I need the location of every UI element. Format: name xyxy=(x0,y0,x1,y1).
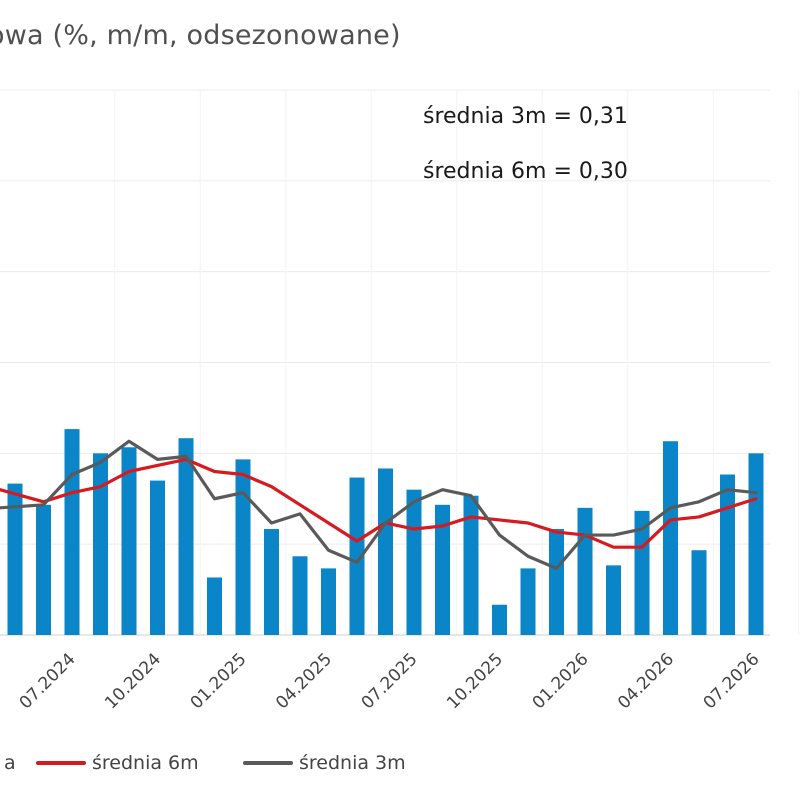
line-series-avg-3m xyxy=(0,439,758,570)
bar xyxy=(492,604,507,635)
bar-series xyxy=(7,429,764,635)
legend-line3-label: średnia 3m xyxy=(299,752,406,774)
x-tick-labels: 07.2024 10.2024 01.2025 04.2025 07.2025 10.20… xyxy=(16,649,764,713)
bar xyxy=(36,504,51,635)
legend-line6-swatch xyxy=(36,761,86,765)
bar xyxy=(549,529,564,635)
legend-item-bars: a xyxy=(0,752,16,774)
bar xyxy=(435,504,450,635)
bar xyxy=(378,468,393,635)
bar xyxy=(406,489,422,635)
bar xyxy=(691,550,707,635)
legend-line6-label: średnia 6m xyxy=(92,752,199,774)
legend-bar-label: a xyxy=(4,752,16,774)
bar xyxy=(7,483,23,635)
x-tick-label: 01.2025 xyxy=(187,649,251,713)
bar xyxy=(663,441,678,635)
chart-title: owa (%, m/m, odsezonowane) xyxy=(0,20,401,51)
bar xyxy=(349,477,365,635)
bar xyxy=(121,447,137,635)
bar xyxy=(321,568,336,635)
legend-line3-swatch xyxy=(243,761,293,765)
bar xyxy=(606,565,621,635)
x-tick-label: 01.2026 xyxy=(529,649,593,713)
bar xyxy=(264,529,279,635)
bar xyxy=(720,474,735,635)
x-tick-label: 07.2025 xyxy=(358,649,422,713)
x-tick-label: 04.2026 xyxy=(614,649,678,713)
x-tick-label: 04.2025 xyxy=(272,649,336,713)
x-tick-label: 07.2026 xyxy=(700,649,764,713)
x-tick-label: 10.2025 xyxy=(443,649,507,713)
bar xyxy=(235,459,251,635)
legend-item-avg-6m: średnia 6m xyxy=(36,752,199,774)
bar xyxy=(748,453,764,635)
bar xyxy=(463,495,479,635)
bar xyxy=(150,480,165,635)
grid xyxy=(0,89,800,635)
bar xyxy=(520,568,536,635)
annotation-avg-3m: średnia 3m = 0,31 xyxy=(423,104,628,129)
bar xyxy=(577,507,593,635)
bar xyxy=(207,577,222,635)
bar xyxy=(93,453,108,635)
x-tick-label: 10.2024 xyxy=(101,649,165,713)
bar xyxy=(64,429,80,635)
annotation-avg-6m: średnia 6m = 0,30 xyxy=(423,159,628,184)
x-tick-label: 07.2024 xyxy=(16,649,80,713)
legend-item-avg-3m: średnia 3m xyxy=(243,752,406,774)
bar xyxy=(178,438,194,635)
bar xyxy=(292,556,308,635)
